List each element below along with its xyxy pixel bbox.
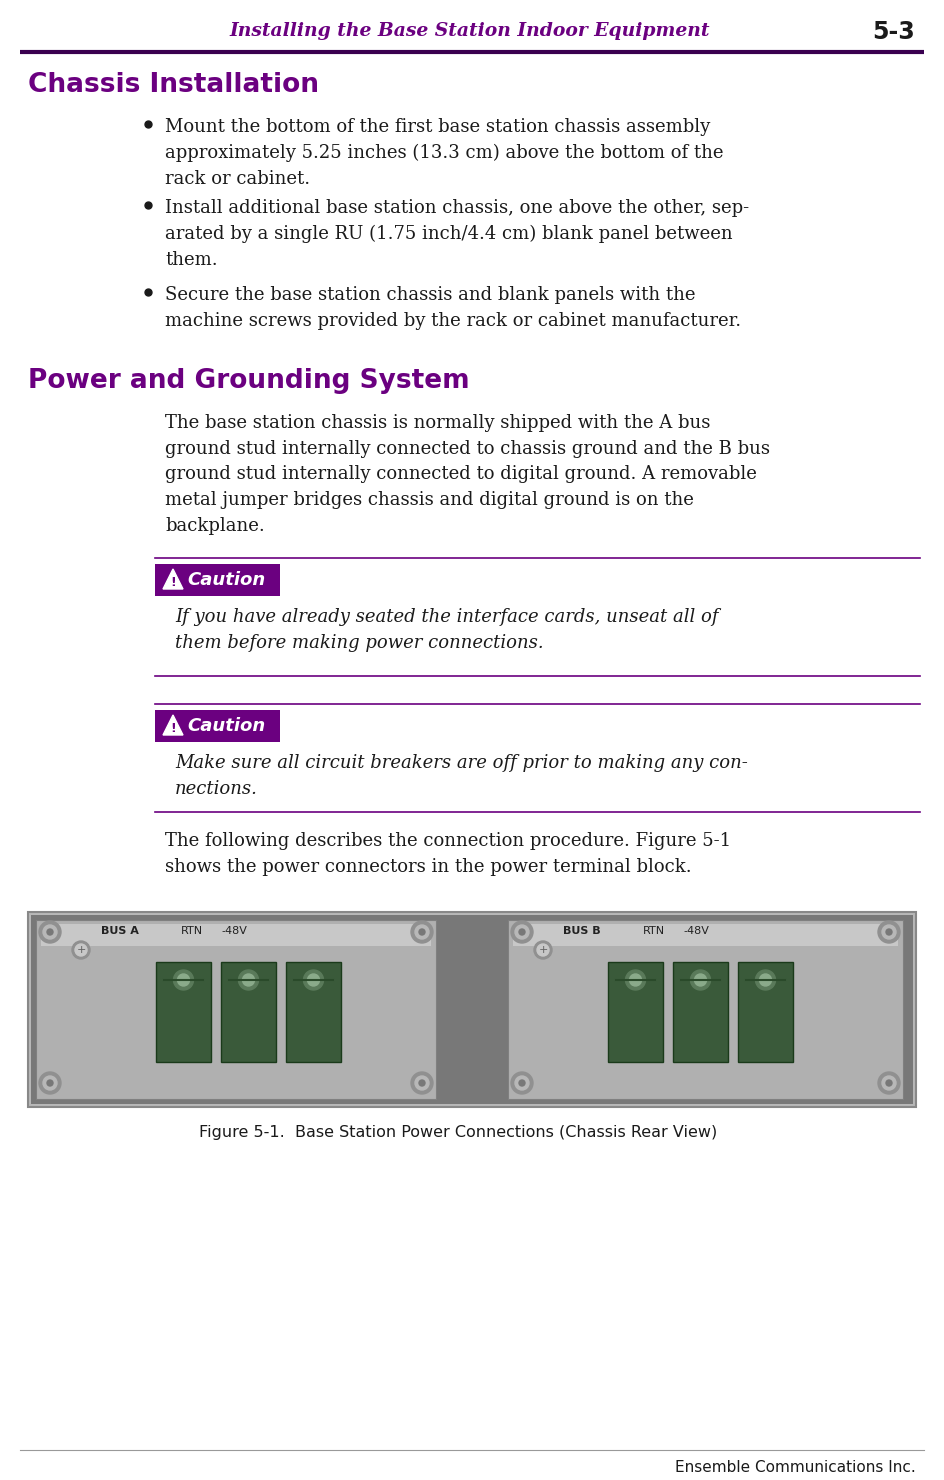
Circle shape [304,969,324,990]
Circle shape [47,1080,53,1086]
Circle shape [239,969,259,990]
Circle shape [878,921,900,943]
FancyBboxPatch shape [155,710,280,741]
Circle shape [882,1076,896,1089]
Circle shape [882,925,896,938]
Circle shape [630,974,642,986]
Circle shape [515,1076,529,1089]
Circle shape [515,925,529,938]
Circle shape [411,921,433,943]
Circle shape [39,1072,61,1094]
Text: Ensemble Communications Inc.: Ensemble Communications Inc. [675,1459,916,1476]
Circle shape [308,974,319,986]
Circle shape [534,941,552,959]
FancyBboxPatch shape [673,962,728,1063]
Text: -48V: -48V [683,926,709,935]
Circle shape [39,921,61,943]
Circle shape [43,925,57,938]
Circle shape [511,921,533,943]
Circle shape [755,969,776,990]
Circle shape [886,929,892,935]
Circle shape [419,1080,425,1086]
FancyBboxPatch shape [608,962,663,1063]
Circle shape [760,974,771,986]
Circle shape [886,1080,892,1086]
Text: Secure the base station chassis and blank panels with the
machine screws provide: Secure the base station chassis and blan… [165,286,741,330]
Text: Caution: Caution [187,571,265,589]
Text: 5-3: 5-3 [872,21,915,44]
Circle shape [415,925,429,938]
Text: If you have already seated the interface cards, unseat all of
them before making: If you have already seated the interface… [175,608,718,651]
Circle shape [626,969,646,990]
Circle shape [878,1072,900,1094]
Text: Chassis Installation: Chassis Installation [28,73,319,98]
Text: +: + [538,946,548,955]
FancyBboxPatch shape [155,564,280,596]
Circle shape [690,969,711,990]
Circle shape [43,1076,57,1089]
Text: The following describes the connection procedure. Figure 5-1
shows the power con: The following describes the connection p… [165,832,731,876]
Circle shape [519,929,525,935]
Circle shape [419,929,425,935]
Text: -48V: -48V [221,926,247,935]
FancyBboxPatch shape [286,962,341,1063]
Circle shape [177,974,190,986]
FancyBboxPatch shape [508,921,903,1100]
FancyBboxPatch shape [738,962,793,1063]
Text: !: ! [170,721,176,734]
FancyBboxPatch shape [36,921,436,1100]
Text: !: ! [170,576,176,589]
Text: BUS B: BUS B [563,926,600,935]
Circle shape [243,974,255,986]
Circle shape [415,1076,429,1089]
FancyBboxPatch shape [513,924,898,946]
Circle shape [174,969,194,990]
Text: BUS A: BUS A [101,926,139,935]
FancyBboxPatch shape [156,962,211,1063]
Text: The base station chassis is normally shipped with the A bus
ground stud internal: The base station chassis is normally shi… [165,414,770,534]
Text: Installing the Base Station Indoor Equipment: Installing the Base Station Indoor Equip… [229,22,710,40]
FancyBboxPatch shape [221,962,276,1063]
FancyBboxPatch shape [28,912,916,1107]
Circle shape [75,944,87,956]
Text: RTN: RTN [643,926,666,935]
FancyBboxPatch shape [41,924,431,946]
Text: RTN: RTN [181,926,203,935]
Circle shape [411,1072,433,1094]
Text: +: + [76,946,86,955]
Polygon shape [163,715,183,736]
Text: Caution: Caution [187,716,265,736]
Text: Install additional base station chassis, one above the other, sep-
arated by a s: Install additional base station chassis,… [165,198,750,269]
Circle shape [519,1080,525,1086]
Text: Figure 5-1.  Base Station Power Connections (Chassis Rear View): Figure 5-1. Base Station Power Connectio… [199,1125,717,1140]
Circle shape [72,941,90,959]
Text: Mount the bottom of the first base station chassis assembly
approximately 5.25 i: Mount the bottom of the first base stati… [165,118,723,188]
Polygon shape [163,568,183,589]
Circle shape [47,929,53,935]
Circle shape [511,1072,533,1094]
Text: Make sure all circuit breakers are off prior to making any con-
nections.: Make sure all circuit breakers are off p… [175,753,748,798]
Circle shape [695,974,706,986]
Text: Power and Grounding System: Power and Grounding System [28,369,469,394]
FancyBboxPatch shape [31,915,913,1104]
Circle shape [537,944,549,956]
